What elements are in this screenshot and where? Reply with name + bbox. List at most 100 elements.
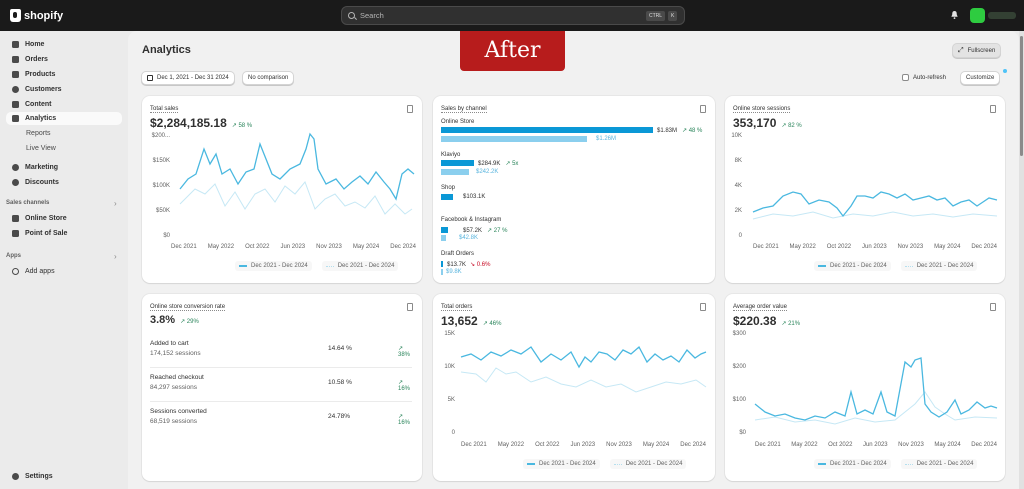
shopify-logo[interactable]: shopify [10, 8, 63, 23]
sidebar-item-customers[interactable]: Customers [6, 83, 122, 96]
legend-previous[interactable]: Dec 2021 - Dec 2024 [900, 459, 978, 469]
y-tick: $50K [155, 208, 170, 214]
average-order-value-card[interactable]: Average order value $220.38 ↗ 21% $300 $2… [725, 294, 1005, 481]
store-icon [12, 215, 19, 222]
channel-prev-value: $9.8K [446, 269, 462, 275]
legend-label: Dec 2021 - Dec 2024 [251, 263, 308, 269]
auto-refresh-toggle[interactable]: Auto-refresh [902, 74, 946, 81]
legend-current[interactable]: Dec 2021 - Dec 2024 [814, 459, 891, 469]
x-axis-labels: Dec 2021 May 2022 Oct 2022 Jun 2023 Nov 2023… [753, 244, 997, 250]
page-scrollbar[interactable] [1019, 31, 1024, 489]
search-input[interactable]: Search CTRL K [341, 6, 685, 25]
delta-value: 5x [512, 161, 519, 167]
x-tick: Dec 2021 [461, 442, 487, 448]
sidebar-item-settings[interactable]: Settings [6, 470, 122, 483]
channel-bar-previous[interactable] [441, 235, 446, 241]
sales-channels-heading[interactable]: Sales channels [6, 200, 50, 206]
sidebar-item-analytics[interactable]: Analytics [6, 112, 122, 125]
x-tick: Nov 2023 [898, 442, 924, 448]
report-icon[interactable] [990, 105, 996, 113]
conversion-rate-card[interactable]: Online store conversion rate 3.8% ↗ 29% A… [142, 294, 422, 481]
total-orders-card[interactable]: Total orders 13,652 ↗ 46% 15K 10K 5K 0 De… [433, 294, 715, 481]
report-icon[interactable] [700, 303, 706, 311]
card-title[interactable]: Average order value [733, 304, 787, 311]
sidebar-item-orders[interactable]: Orders [6, 53, 122, 66]
x-tick: Dec 2021 [755, 442, 781, 448]
legend-current[interactable]: Dec 2021 - Dec 2024 [523, 459, 600, 469]
sidebar-item-online-store[interactable]: Online Store [6, 212, 122, 225]
channel-bar-current[interactable] [441, 127, 653, 133]
channel-bar-current[interactable] [441, 227, 448, 233]
store-sessions-card[interactable]: Online store sessions 353,170 ↗ 82 % 10K … [725, 96, 1005, 283]
sidebar-item-label: Live View [26, 145, 56, 152]
sidebar-item-content[interactable]: Content [6, 98, 122, 111]
discount-icon [12, 179, 19, 186]
channel-bar-previous[interactable] [441, 169, 470, 175]
legend-current[interactable]: Dec 2021 - Dec 2024 [235, 261, 312, 271]
sidebar-item-label: Discounts [25, 179, 59, 186]
card-title[interactable]: Sales by channel [441, 106, 487, 113]
store-name-blurred[interactable] [988, 12, 1016, 19]
apps-heading[interactable]: Apps [6, 253, 21, 259]
y-tick: 0 [738, 233, 742, 239]
card-title[interactable]: Total orders [441, 304, 473, 311]
bell-icon[interactable] [950, 10, 959, 20]
chevron-right-icon[interactable]: › [114, 252, 117, 261]
sales-by-channel-card[interactable]: Sales by channel Online Store $1.83M ↗ 48… [433, 96, 715, 283]
date-range-button[interactable]: Dec 1, 2021 - Dec 31 2024 [141, 71, 235, 85]
sidebar-item-point-of-sale[interactable]: Point of Sale [6, 227, 122, 240]
legend-previous[interactable]: Dec 2021 - Dec 2024 [321, 261, 399, 271]
channel-bar-current[interactable] [441, 160, 474, 166]
x-tick: Dec 2024 [971, 442, 997, 448]
step-rate: 14.64 % [328, 345, 352, 352]
legend-previous[interactable]: Dec 2021 - Dec 2024 [609, 459, 687, 469]
sidebar-item-home[interactable]: Home [6, 38, 122, 51]
customize-button[interactable]: Customize [960, 71, 1001, 85]
store-avatar[interactable] [970, 8, 985, 23]
delta-badge: ↗ 21% [781, 321, 801, 327]
x-tick: Jun 2023 [862, 442, 888, 448]
sidebar-item-label: Marketing [25, 164, 59, 171]
step-name: Reached checkout [150, 374, 204, 381]
chevron-right-icon[interactable]: › [114, 199, 117, 208]
comparison-button[interactable]: No comparison [242, 71, 295, 85]
sidebar-item-marketing[interactable]: Marketing [6, 161, 122, 174]
sidebar-item-reports[interactable]: Reports [6, 127, 122, 140]
total-sales-line-chart [179, 132, 415, 215]
channel-bar-current[interactable] [441, 261, 443, 267]
sidebar-item-live-view[interactable]: Live View [6, 142, 122, 155]
x-tick: May 2022 [497, 442, 525, 448]
x-tick: May 2024 [934, 442, 961, 448]
report-icon[interactable] [407, 105, 413, 113]
card-title[interactable]: Total sales [150, 106, 179, 113]
card-title[interactable]: Online store sessions [733, 106, 791, 113]
card-title[interactable]: Online store conversion rate [150, 304, 226, 311]
report-icon[interactable] [990, 303, 996, 311]
sidebar-item-discounts[interactable]: Discounts [6, 176, 122, 189]
report-icon[interactable] [700, 105, 706, 113]
legend-label: Dec 2021 - Dec 2024 [337, 263, 395, 269]
channel-bar-current[interactable] [441, 194, 453, 200]
channel-bar-previous[interactable] [441, 269, 443, 275]
conversion-step-row: Reached checkout 84,297 sessions 10.58 %… [150, 368, 412, 402]
auto-refresh-checkbox[interactable] [902, 74, 909, 81]
sidebar-item-products[interactable]: Products [6, 68, 122, 81]
gear-icon [12, 473, 19, 480]
fullscreen-button[interactable]: ⤢ Fullscreen [952, 43, 1002, 58]
sidebar-item-add-apps[interactable]: Add apps [6, 265, 122, 278]
channel-value: $103.1K [463, 194, 486, 200]
channel-bar-previous[interactable] [441, 136, 587, 142]
y-tick: $300 [732, 331, 746, 337]
scroll-thumb[interactable] [1020, 36, 1023, 156]
delta-value: 38% [398, 352, 411, 358]
chart-legend: Dec 2021 - Dec 2024 Dec 2021 - Dec 2024 [523, 459, 687, 469]
x-tick: Dec 2024 [390, 244, 416, 250]
total-sales-card[interactable]: Total sales $2,284,185.18 ↗ 58 % $200... … [142, 96, 422, 283]
legend-current[interactable]: Dec 2021 - Dec 2024 [814, 261, 891, 271]
report-icon[interactable] [407, 303, 413, 311]
metric-value: $220.38 ↗ 21% [733, 314, 800, 328]
aov-line-chart [754, 357, 998, 425]
delta-badge: ↗ 58 % [231, 123, 253, 129]
y-tick: $100 [732, 397, 746, 403]
legend-previous[interactable]: Dec 2021 - Dec 2024 [900, 261, 978, 271]
